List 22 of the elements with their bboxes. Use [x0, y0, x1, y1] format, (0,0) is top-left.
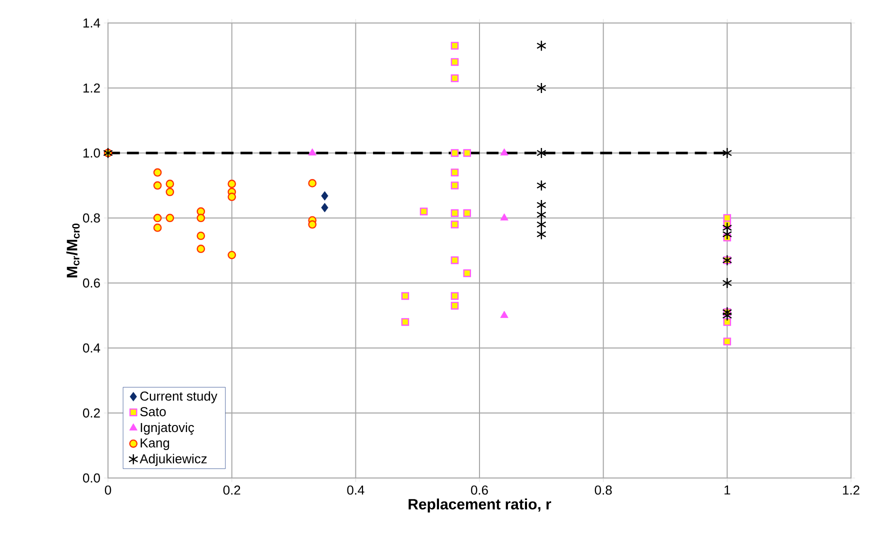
x-tick-label: 0.2: [223, 486, 240, 495]
y-tick-label: 0.4: [82, 343, 100, 353]
y-tick-label: 1.0: [83, 148, 100, 158]
x-tick-label: 1: [724, 486, 730, 494]
y-tick-label: 1.4: [83, 18, 100, 28]
legend-label: Adjukiewicz: [140, 454, 207, 466]
y-tick-label: 0.2: [82, 408, 100, 418]
x-tick-label: 1.2: [842, 486, 860, 495]
y-axis-title: M$_{cr}$/M$_{cr0}$: [66, 224, 80, 278]
x-tick-label: 0: [104, 486, 112, 495]
y-tick-label: 0.6: [82, 278, 100, 288]
y-tick-label: 1.2: [83, 83, 100, 93]
x-tick-label: 0.6: [471, 486, 488, 495]
y-tick-label: 0.8: [82, 213, 100, 223]
legend-label: Ignjatoviç: [140, 422, 194, 435]
y-tick-label: 0.0: [82, 473, 100, 483]
x-axis-title: Replacement ratio, r: [408, 498, 552, 512]
x-tick-label: 0.8: [594, 486, 612, 495]
x-tick-label: 0.4: [347, 486, 364, 495]
legend-label: Current study: [140, 391, 218, 404]
legend-label: Sato: [140, 407, 166, 416]
legend-label: Kang: [140, 438, 170, 450]
